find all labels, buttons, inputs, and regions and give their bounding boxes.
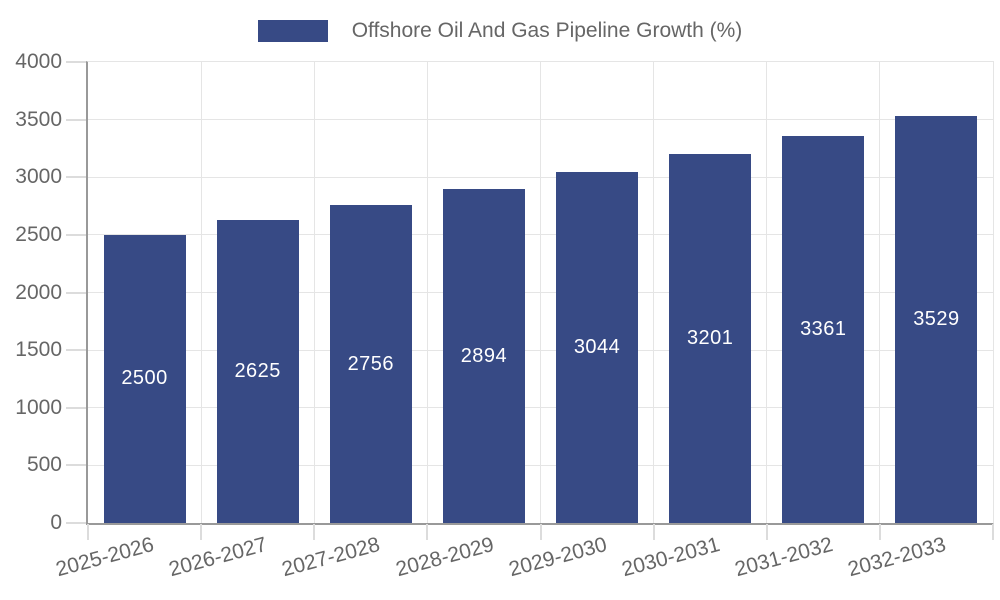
y-tick-label: 500 bbox=[26, 453, 62, 477]
legend-label: Offshore Oil And Gas Pipeline Growth (%) bbox=[351, 19, 743, 42]
bar[interactable]: 3044 bbox=[556, 172, 639, 523]
y-tick-label: 2500 bbox=[15, 222, 62, 246]
legend-item[interactable]: Offshore Oil And Gas Pipeline Growth (%) bbox=[0, 14, 1000, 48]
y-axis-tick bbox=[66, 522, 86, 524]
bar[interactable]: 3361 bbox=[782, 135, 865, 523]
bar[interactable]: 2894 bbox=[442, 189, 525, 523]
x-axis-tick bbox=[313, 524, 316, 540]
y-tick-label: 2000 bbox=[15, 280, 62, 304]
bar-value-label: 2756 bbox=[347, 352, 395, 375]
bar-value-label: 2894 bbox=[460, 344, 508, 367]
gridline-vertical bbox=[200, 62, 202, 523]
bar[interactable]: 2500 bbox=[103, 234, 186, 523]
x-axis-tick bbox=[426, 524, 429, 540]
y-axis-tick bbox=[66, 233, 86, 236]
gridline-vertical bbox=[766, 62, 768, 523]
x-axis-tick bbox=[539, 524, 542, 540]
y-axis-tick bbox=[66, 61, 86, 63]
y-tick-label: 1500 bbox=[15, 338, 62, 362]
x-tick-label: 2029-2030 bbox=[506, 533, 610, 582]
bar-value-label: 2500 bbox=[121, 367, 168, 390]
bar-value-label: 3361 bbox=[800, 317, 847, 340]
bar[interactable]: 2625 bbox=[216, 220, 299, 523]
x-axis-tick bbox=[652, 524, 655, 540]
y-tick-label: 3500 bbox=[15, 107, 62, 131]
x-tick-label: 2031-2032 bbox=[732, 533, 836, 582]
y-tick-label: 0 bbox=[50, 511, 62, 534]
y-tick-label: 1000 bbox=[15, 395, 62, 419]
y-axis-tick bbox=[66, 291, 86, 294]
legend-swatch-icon bbox=[257, 20, 328, 42]
x-tick-label: 2030-2031 bbox=[619, 533, 723, 582]
gridline-vertical bbox=[540, 62, 541, 523]
x-tick-label: 2026-2027 bbox=[166, 533, 270, 582]
y-tick-label: 3000 bbox=[15, 165, 62, 189]
bar[interactable]: 3529 bbox=[895, 116, 978, 523]
plot-area: 2500 2625 2756 2894 3044 3201 3361 3529 bbox=[86, 61, 994, 525]
bar[interactable]: 3201 bbox=[669, 154, 752, 523]
x-tick-label: 2028-2029 bbox=[392, 533, 496, 582]
y-axis-tick bbox=[66, 406, 86, 409]
gridline-vertical bbox=[313, 62, 315, 523]
bar-value-label: 3044 bbox=[573, 336, 621, 359]
x-tick-label: 2025-2026 bbox=[53, 533, 157, 582]
y-axis-tick bbox=[66, 464, 86, 467]
gridline-vertical bbox=[426, 62, 428, 523]
bar-value-label: 3529 bbox=[913, 308, 960, 331]
x-axis-tick bbox=[992, 524, 994, 540]
bar[interactable]: 2756 bbox=[329, 205, 412, 523]
y-axis-tick bbox=[66, 176, 86, 179]
gridline-vertical bbox=[653, 62, 655, 523]
bar-value-label: 3201 bbox=[686, 327, 734, 350]
x-axis-tick bbox=[878, 524, 881, 540]
x-tick-label: 2027-2028 bbox=[279, 533, 383, 582]
x-axis-tick bbox=[765, 524, 768, 540]
x-axis-tick bbox=[87, 524, 89, 540]
gridline-vertical bbox=[879, 62, 881, 523]
y-tick-label: 4000 bbox=[15, 50, 62, 73]
y-axis-tick bbox=[66, 118, 86, 121]
x-tick-label: 2032-2033 bbox=[845, 533, 949, 582]
bar-value-label: 2625 bbox=[234, 360, 281, 383]
x-axis-tick bbox=[200, 524, 203, 540]
y-axis-tick bbox=[66, 349, 86, 352]
